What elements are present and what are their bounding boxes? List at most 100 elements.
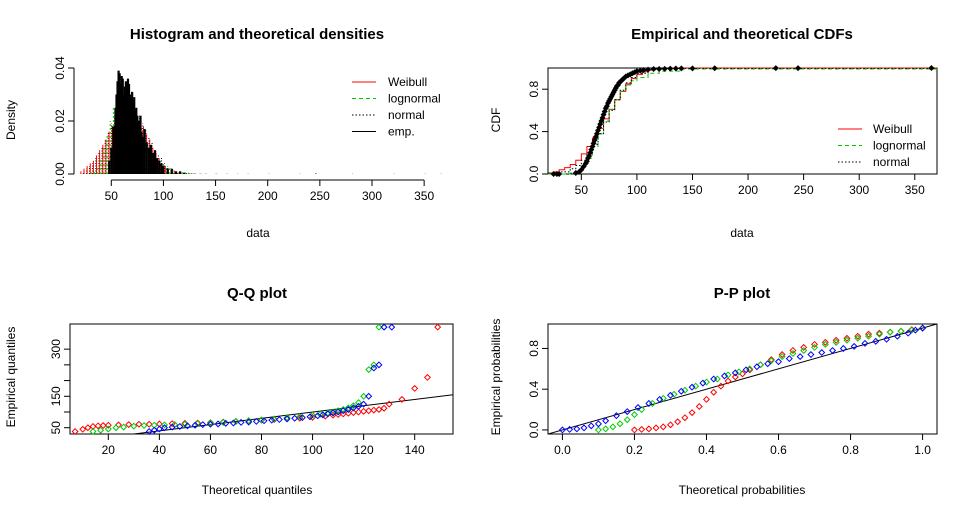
- qq-lognormal-point: [339, 405, 347, 413]
- pp-normal-point: [573, 425, 581, 433]
- pp-normal-point: [919, 324, 927, 332]
- empirical-cdf-point: [772, 65, 779, 72]
- pp-normal-point: [807, 351, 815, 359]
- pp-weibull-point: [717, 382, 725, 390]
- pp-lognormal-point: [843, 336, 851, 344]
- histogram-panel: Histogram and theoretical densities data…: [4, 26, 442, 240]
- qq-normal-point: [252, 417, 260, 425]
- pp-weibull-point: [854, 332, 862, 340]
- qq-normal-point: [283, 415, 291, 423]
- pp-normal-point: [883, 335, 891, 343]
- qq-lognormal-point: [120, 423, 128, 431]
- pp-normal-point: [645, 399, 653, 407]
- pp-weibull-point: [710, 388, 718, 396]
- qq-lognormal-point: [334, 407, 342, 415]
- qq-normal-point: [355, 402, 363, 410]
- pp-lognormal-point: [897, 327, 905, 335]
- pp-lognormal-point: [789, 350, 797, 358]
- pp-ytick-label: 0.4: [527, 381, 541, 398]
- pp-normal-point: [731, 369, 739, 377]
- pp-weibull-point: [638, 425, 646, 433]
- pp-lognormal-point: [875, 330, 883, 338]
- qq-normal-point: [260, 417, 268, 425]
- pp-normal-point: [699, 379, 707, 387]
- qq-lognormal-point: [370, 361, 378, 369]
- pp-lognormal-point: [681, 386, 689, 394]
- pp-weibull-point: [886, 328, 894, 336]
- pp-xtick-label: 0.6: [770, 443, 787, 457]
- empirical-cdf-point: [689, 65, 696, 72]
- hist-legend-label: lognormal: [388, 92, 441, 106]
- qq-normal-point: [365, 392, 373, 400]
- hist-xtick-label: 100: [153, 189, 173, 203]
- qq-normal-point: [245, 418, 253, 426]
- pp-lognormal-point: [778, 353, 786, 361]
- pp-normal-point: [872, 337, 880, 345]
- pp-normal-point: [785, 355, 793, 363]
- pp-weibull-point: [789, 346, 797, 354]
- pp-normal-point: [602, 417, 610, 425]
- hist-ylabel: Density: [4, 100, 18, 140]
- pp-weibull-point: [666, 421, 674, 429]
- qq-ytick-label: 50: [49, 421, 63, 435]
- hist-xtick-label: 200: [258, 189, 278, 203]
- pp-weibull-point: [767, 356, 775, 364]
- cdf-xtick-label: 100: [627, 183, 647, 197]
- qq-weibull-point: [135, 420, 143, 428]
- qq-normal-point: [155, 425, 163, 433]
- qq-lognormal-point: [375, 323, 383, 331]
- empirical-cdf-point: [667, 65, 674, 72]
- pp-lognormal-point: [692, 382, 700, 390]
- pp-weibull-point: [832, 336, 840, 344]
- pp-xtick-label: 0.4: [698, 443, 715, 457]
- qq-normal-point: [214, 420, 222, 428]
- qq-normal-point: [268, 416, 276, 424]
- pp-ytick-label: 0.8: [527, 340, 541, 357]
- empirical-cdf-point: [656, 66, 663, 73]
- qq-weibull-point: [355, 408, 363, 416]
- qq-lognormal-point: [206, 419, 214, 427]
- pp-reference-line: [548, 324, 937, 434]
- qq-lognormal-point: [97, 426, 105, 434]
- pp-weibull-point: [821, 338, 829, 346]
- qq-lognormal-point: [89, 427, 97, 435]
- pp-normal-point: [710, 375, 718, 383]
- empirical-cdf-point: [595, 127, 602, 134]
- qq-xtick-label: 80: [255, 443, 269, 457]
- hist-legend-label: emp.: [388, 125, 415, 139]
- pp-lognormal-point: [800, 346, 808, 354]
- pp-lognormal-point: [602, 425, 610, 433]
- pp-normal-point: [893, 332, 901, 340]
- qq-xtick-label: 120: [354, 443, 374, 457]
- pp-normal-point: [904, 329, 912, 337]
- qq-xtick-label: 40: [153, 443, 167, 457]
- pp-weibull-point: [897, 327, 905, 335]
- empirical-cdf-point: [661, 65, 668, 72]
- pp-weibull-point: [652, 424, 660, 432]
- cdf-legend-label: normal: [873, 155, 910, 169]
- qq-lognormal-point: [160, 421, 168, 429]
- cdf-panel: Empirical and theoretical CDFs data CDF …: [489, 26, 938, 240]
- qq-weibull-point: [380, 404, 388, 412]
- pp-normal-point: [839, 344, 847, 352]
- pp-lognormal-point: [659, 394, 667, 402]
- qq-weibull-point: [434, 323, 442, 331]
- qq-ytick-label: 300: [49, 339, 63, 359]
- qq-xtick-label: 140: [405, 443, 425, 457]
- pp-lognormal-point: [616, 420, 624, 428]
- qq-weibull-point: [339, 410, 347, 418]
- hist-xtick-label: 250: [310, 189, 330, 203]
- qq-weibull-point: [385, 400, 393, 408]
- cdf-xlabel: data: [730, 226, 754, 240]
- qq-lognormal-point: [355, 399, 363, 407]
- cdf-xtick-label: 300: [849, 183, 869, 197]
- empirical-cdf-point: [711, 65, 718, 72]
- pp-weibull-point: [674, 418, 682, 426]
- cdf-ytick-label: 0.8: [527, 81, 541, 98]
- pp-normal-point: [764, 360, 772, 368]
- pp-lognormal-point: [821, 340, 829, 348]
- pp-weibull-point: [688, 409, 696, 417]
- pp-weibull-point: [724, 377, 732, 385]
- pp-weibull-point: [738, 370, 747, 378]
- qq-normal-point: [339, 407, 347, 415]
